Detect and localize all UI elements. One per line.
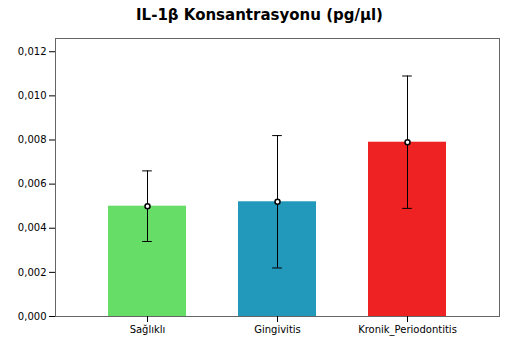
svg-text:0,012: 0,012 — [18, 46, 47, 57]
svg-text:Sağlıklı: Sağlıklı — [130, 324, 166, 335]
svg-text:0,004: 0,004 — [18, 222, 47, 233]
svg-text:0,002: 0,002 — [18, 267, 47, 278]
svg-text:0,008: 0,008 — [18, 134, 47, 145]
svg-text:Gingivitis: Gingivitis — [254, 324, 301, 335]
svg-text:0,010: 0,010 — [18, 90, 47, 101]
html-text:IL-1β Konsantrasyonu (pg/µl): IL-1β Konsantrasyonu (pg/µl) — [136, 6, 383, 24]
svg-text:0,006: 0,006 — [18, 178, 47, 189]
svg-text:Kronik_Periodontitis: Kronik_Periodontitis — [358, 324, 457, 336]
svg-text:0,000: 0,000 — [18, 311, 47, 322]
